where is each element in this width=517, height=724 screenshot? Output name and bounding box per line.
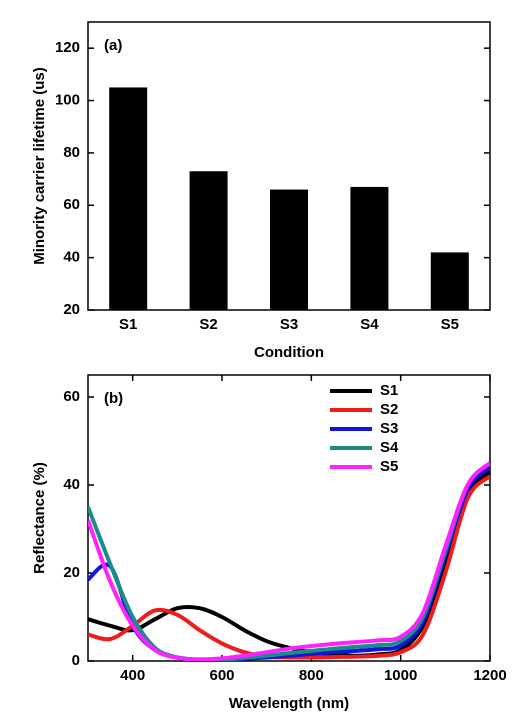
y-tick-label: 60 [63,196,80,213]
bar [350,186,389,310]
lines [88,461,490,661]
y-tick-label: 120 [55,39,80,56]
line-series [88,470,490,658]
x-tick-label: S4 [360,316,379,333]
line-series [88,474,490,660]
legend-label: S1 [380,382,398,399]
y-tick-label: 100 [55,92,80,109]
legend-label: S3 [380,420,398,437]
x-axis-label: Condition [254,344,324,361]
line-series [88,461,490,661]
y-tick-label: 40 [63,249,80,266]
legend-label: S2 [380,401,398,418]
plot-frame [87,374,491,662]
y-tick-label: 40 [63,476,80,493]
legend-label: S5 [380,458,398,475]
x-tick-label: S3 [280,316,298,333]
y-tick-label: 20 [63,301,80,318]
x-tick-label: 800 [299,667,324,684]
bar [430,252,469,310]
line-series [88,461,490,661]
y-tick-label: 0 [72,652,80,669]
x-tick-label: S5 [441,316,459,333]
y-tick-label: 60 [63,388,80,405]
y-axis-label: Minority carrier lifetime (us) [31,67,48,265]
x-tick-label: 400 [120,667,145,684]
x-tick-label: 1200 [473,667,506,684]
annotation: (a) [104,37,122,54]
x-tick-label: 600 [209,667,234,684]
x-tick-label: S1 [119,316,137,333]
bar [109,87,148,310]
x-axis-label: Wavelength (nm) [229,695,349,712]
y-tick-label: 20 [63,564,80,581]
legend-label: S4 [380,439,399,456]
bar [189,171,228,310]
bar [270,189,308,310]
x-tick-label: S2 [199,316,217,333]
y-tick-label: 80 [63,144,80,161]
x-tick-label: 1000 [384,667,417,684]
annotation: (b) [104,390,123,407]
y-axis-label: Reflectance (%) [31,462,48,574]
line-series [88,465,490,661]
